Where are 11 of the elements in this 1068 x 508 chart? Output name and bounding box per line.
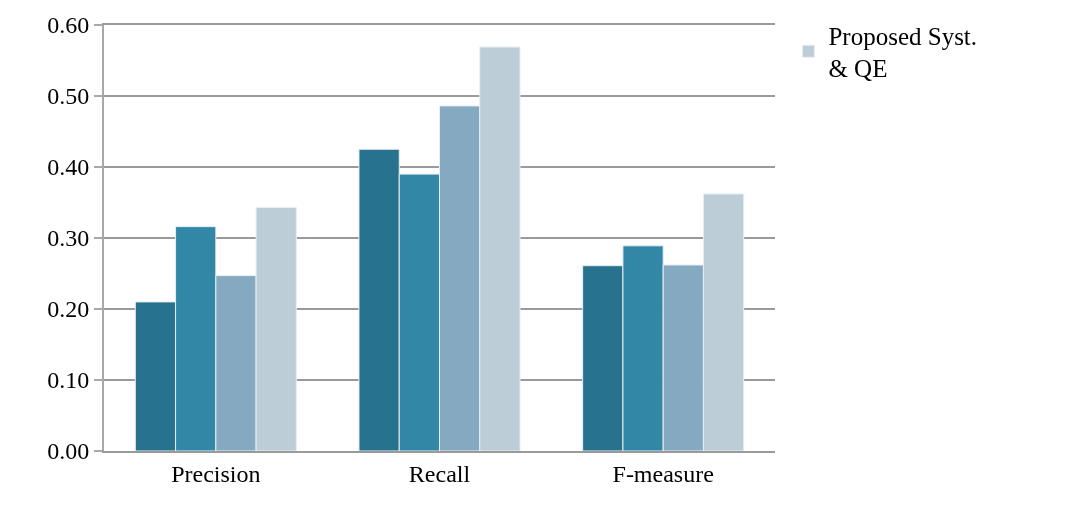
- y-tick-label: 0.30: [47, 225, 90, 252]
- x-tick-label: Recall: [408, 460, 471, 487]
- x-tick-label: F-measure: [612, 460, 714, 487]
- y-tick-label: 0.10: [47, 367, 90, 394]
- y-tick-label: 0.50: [47, 83, 90, 110]
- y-tick-label: 0.00: [47, 438, 90, 465]
- y-tick-label: 0.20: [47, 296, 90, 323]
- y-tick-label: 0.40: [47, 154, 90, 181]
- y-tick-label: 0.60: [47, 12, 90, 39]
- x-tick-label: Precision: [171, 460, 261, 487]
- legend-label: Proposed Syst. & QE: [828, 22, 978, 83]
